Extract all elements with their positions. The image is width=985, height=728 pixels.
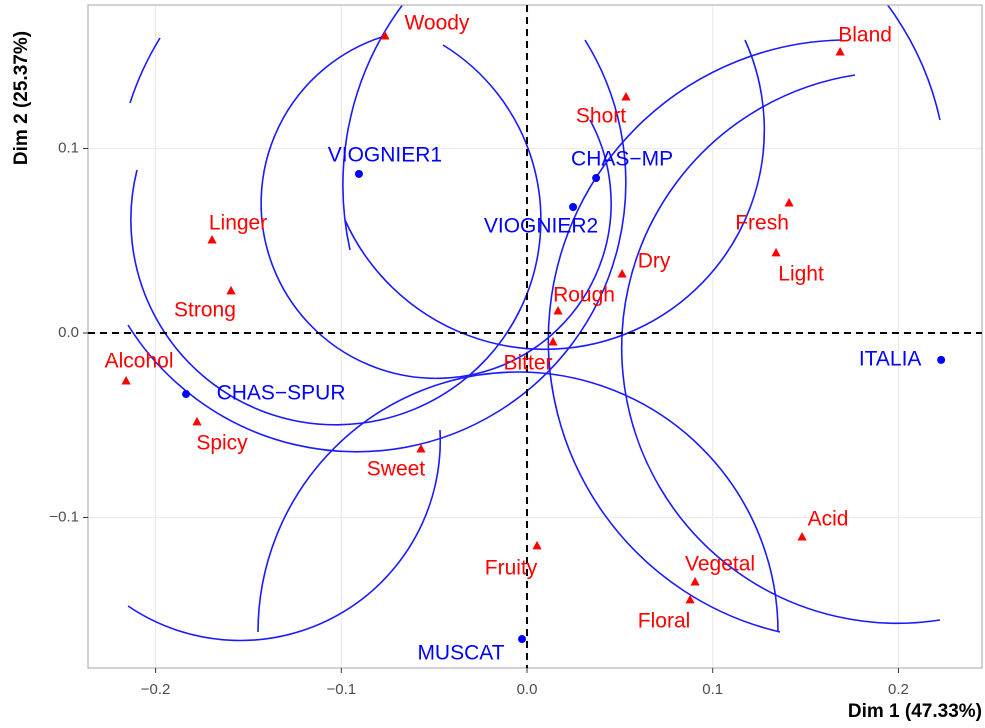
point-label: Strong [174,298,236,321]
arc [342,5,941,251]
point-label: CHAS−SPUR [217,382,346,405]
point-label: Bitter [504,352,553,375]
point [784,197,794,207]
x-tick-label: 0.1 [702,681,723,698]
x-axis-title: Dim 1 (47.33%) [848,701,982,722]
point-label: MUSCAT [417,642,504,665]
point-label: Woody [404,12,469,35]
point [835,47,845,56]
point [797,532,807,541]
x-tick-label: −0.1 [326,681,356,698]
point [548,337,558,346]
plot-border [87,4,983,669]
point [207,235,217,244]
point [685,594,695,604]
plot-panel [88,5,982,668]
arc [127,429,442,642]
point-label: Floral [638,609,691,632]
point [771,247,781,257]
arc [127,39,627,453]
arc [344,39,766,351]
point-label: Dry [638,250,671,273]
point [182,390,191,399]
ellipses [127,5,941,642]
point-label: Short [576,105,626,128]
point [617,268,627,278]
point [569,202,578,211]
x-tick-label: 0.0 [517,681,538,698]
arc [129,37,161,104]
point-label: CHAS−MP [571,148,673,171]
point-label: Spicy [196,431,248,454]
point-label: Fruity [485,556,538,579]
point [226,285,236,295]
point [553,306,563,315]
point-label: Acid [808,508,849,531]
point-label: Vegetal [685,553,755,576]
point [690,577,700,586]
point-label: Linger [209,212,267,235]
point-label: Fresh [735,211,789,234]
arc [547,39,841,633]
point [380,30,390,40]
point [532,540,542,550]
arc [130,44,542,426]
point [192,416,202,426]
point [354,169,363,178]
arc [260,35,612,380]
point [937,355,946,364]
y-tick-label: 0.1 [58,139,79,156]
point [518,635,527,644]
point-label: Alcohol [105,350,174,373]
point [621,92,631,101]
point-label: Rough [553,284,615,307]
x-tick-label: −0.2 [141,681,171,698]
y-tick-label: 0.0 [58,324,79,341]
x-tick-label: 0.2 [888,681,909,698]
arc [257,371,779,633]
point-label: VIOGNIER1 [328,144,442,167]
point-label: Light [778,262,824,285]
point-label: Bland [838,24,892,47]
point [121,375,131,385]
point [416,444,426,453]
point-label: VIOGNIER2 [484,215,598,238]
y-tick-label: −0.1 [49,508,79,525]
point [592,174,601,183]
point-label: Sweet [367,458,426,481]
y-axis-title: Dim 2 (25.37%) [11,31,32,165]
point-label: ITALIA [859,347,922,370]
arc [620,74,941,625]
